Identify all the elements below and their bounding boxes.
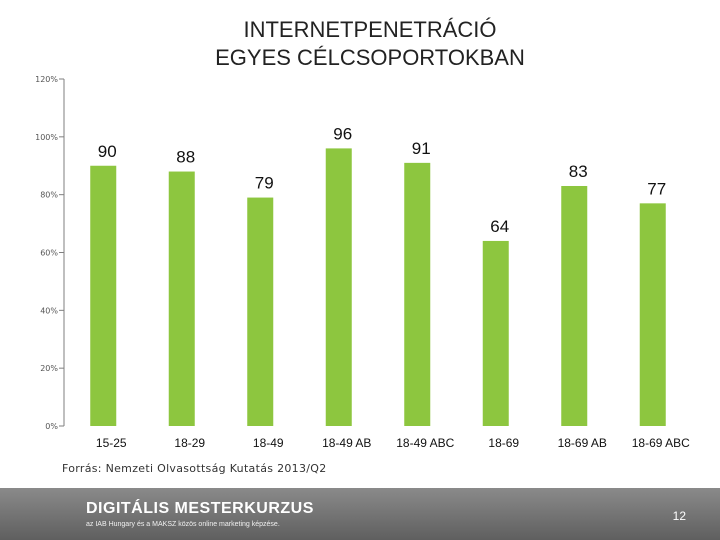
data-label: 64 bbox=[490, 217, 509, 236]
page-number: 12 bbox=[672, 509, 686, 523]
chart-title-line-2: EGYES CÉLCSOPORTOKBAN bbox=[215, 45, 525, 70]
y-tick-label: 20% bbox=[40, 364, 58, 373]
y-tick-label: 40% bbox=[40, 306, 58, 315]
bar-chart: 0% 20% 40% 60% 80% 100% 120% 90 15-25 88 18-29 79 18… bbox=[35, 75, 690, 450]
data-label: 77 bbox=[647, 179, 666, 198]
data-label: 83 bbox=[569, 162, 588, 181]
bar bbox=[325, 148, 352, 426]
x-tick-label: 18-49 AB bbox=[322, 436, 371, 450]
chart-title-line-1: INTERNETPENETRÁCIÓ bbox=[243, 17, 497, 42]
y-tick-label: 60% bbox=[40, 249, 58, 258]
x-tick-label: 18-49 ABC bbox=[396, 436, 454, 450]
data-label: 90 bbox=[98, 142, 117, 161]
bar bbox=[247, 197, 274, 426]
data-label: 88 bbox=[176, 148, 195, 167]
bar bbox=[168, 171, 195, 426]
footer-tagline: az IAB Hungary és a MAKSZ közös online m… bbox=[86, 521, 280, 528]
bar bbox=[90, 165, 117, 426]
y-tick-label: 0% bbox=[45, 422, 58, 431]
source-note: Forrás: Nemzeti Olvasottság Kutatás 2013… bbox=[62, 462, 327, 475]
x-tick-label: 18-69 ABC bbox=[632, 436, 690, 450]
footer-bar: DIGITÁLIS MESTERKURZUS az IAB Hungary és… bbox=[0, 488, 720, 540]
data-label: 91 bbox=[412, 139, 431, 158]
bar bbox=[639, 203, 666, 426]
x-tick-label: 18-29 bbox=[174, 436, 205, 450]
y-tick-label: 80% bbox=[40, 191, 58, 200]
data-label: 96 bbox=[333, 124, 352, 143]
footer-brand: DIGITÁLIS MESTERKURZUS bbox=[86, 500, 314, 517]
x-tick-label: 18-69 AB bbox=[558, 436, 607, 450]
bar bbox=[561, 185, 588, 426]
data-label: 79 bbox=[255, 174, 274, 193]
x-tick-label: 18-69 bbox=[488, 436, 519, 450]
bar bbox=[404, 162, 431, 426]
y-tick-label: 120% bbox=[35, 75, 58, 84]
chart-title: INTERNETPENETRÁCIÓ EGYES CÉLCSOPORTOKBAN bbox=[120, 16, 620, 72]
y-tick-label: 100% bbox=[35, 133, 58, 142]
x-tick-label: 15-25 bbox=[96, 436, 127, 450]
bar bbox=[482, 240, 509, 426]
x-tick-label: 18-49 bbox=[253, 436, 284, 450]
